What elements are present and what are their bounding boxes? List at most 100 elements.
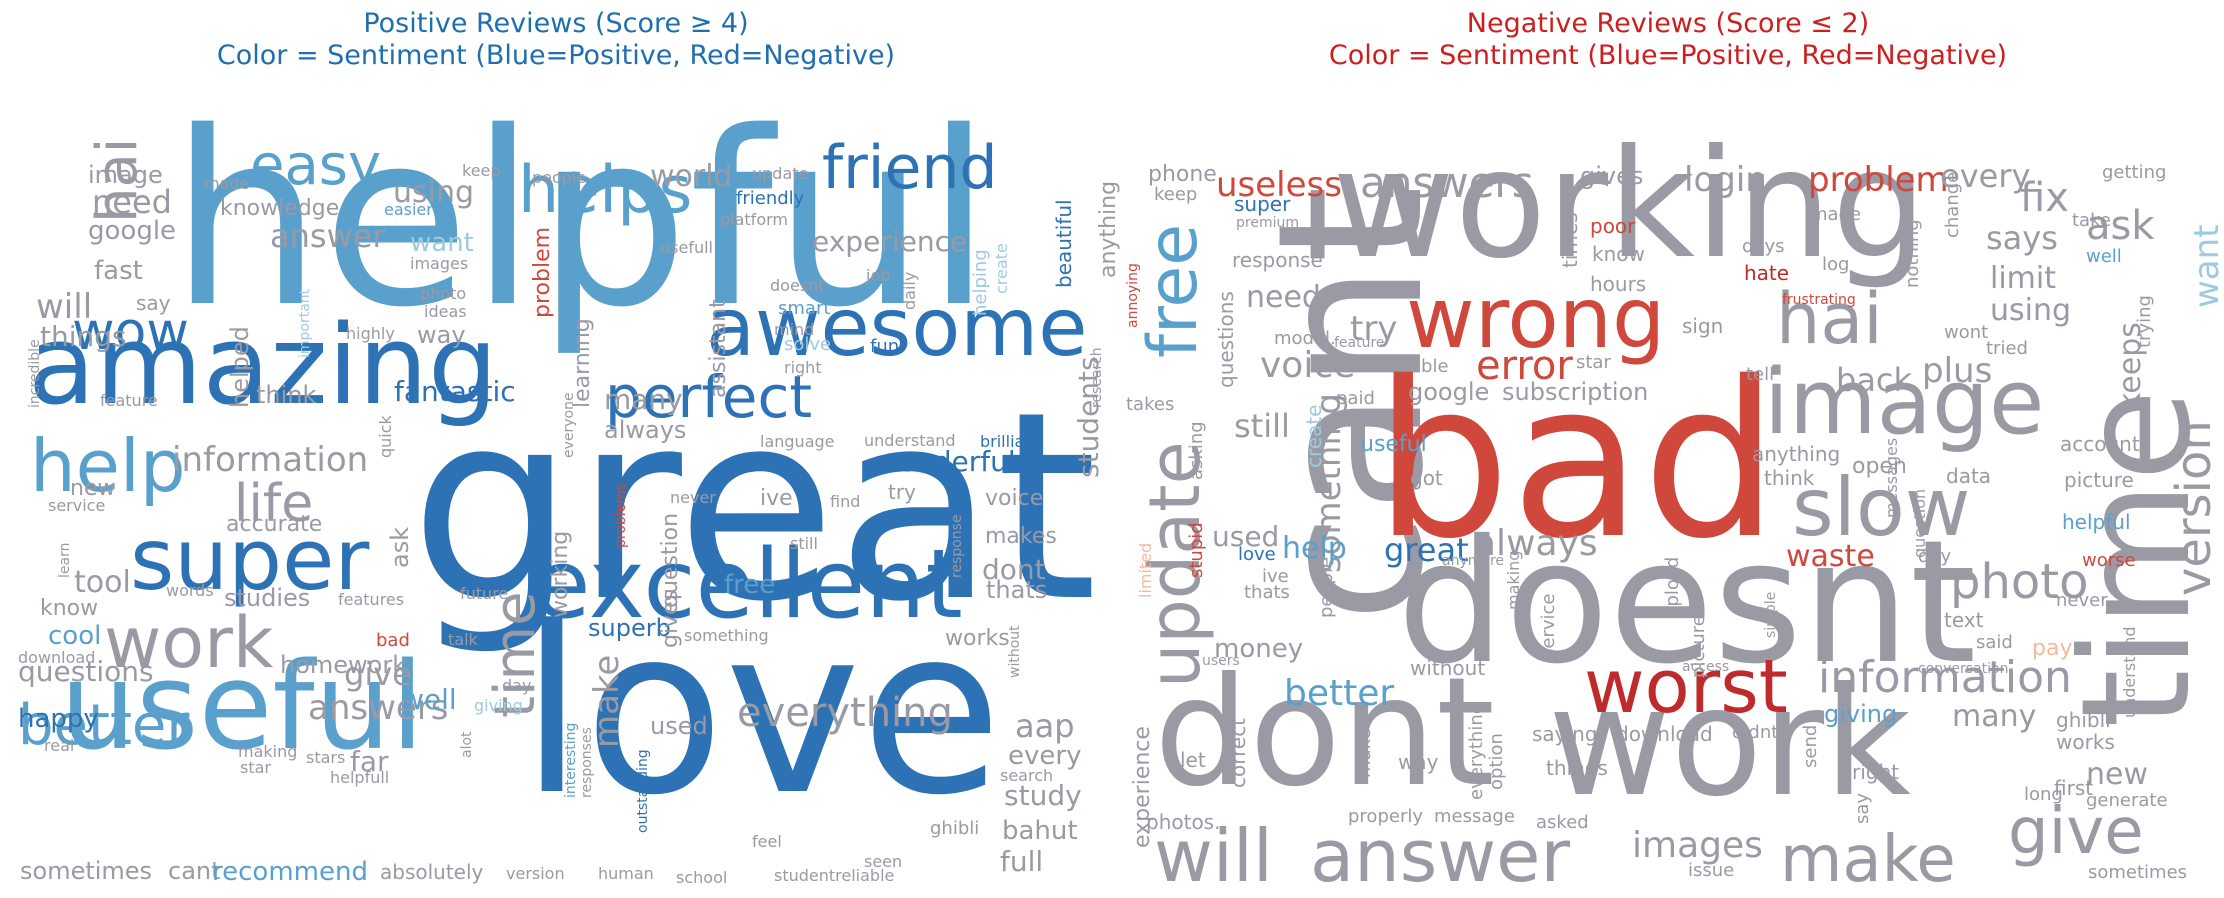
- word-issue: issue: [1688, 860, 1735, 881]
- word-need: need: [92, 183, 172, 221]
- word-made: made: [1810, 204, 1862, 225]
- word-aap: aap: [1338, 408, 1372, 429]
- word-understand: understand: [864, 431, 956, 450]
- word-worse: worse: [2082, 550, 2136, 571]
- word-easier: easier: [384, 200, 433, 219]
- word-real: real: [44, 736, 75, 755]
- word-slow: slow: [1792, 461, 1971, 554]
- word-download: download: [1616, 722, 1713, 746]
- word-sometimes: sometimes: [2088, 862, 2188, 883]
- word-dont: dont: [982, 553, 1046, 586]
- word-times: times: [1558, 212, 1582, 268]
- word-accurate: accurate: [226, 512, 323, 537]
- word-hai: hai: [1776, 278, 1883, 360]
- word-message: message: [1434, 806, 1515, 827]
- word-future: future: [460, 584, 509, 603]
- word-photo: photo: [1950, 554, 2089, 610]
- word-helpful: helpful: [2062, 510, 2131, 534]
- word-study: study: [1004, 779, 1082, 812]
- word-super: super: [1234, 192, 1291, 216]
- word-feel: feel: [752, 832, 782, 851]
- word-new: new: [70, 476, 116, 501]
- word-got: got: [1410, 466, 1443, 490]
- word-using: using: [1990, 293, 2072, 328]
- word-stars: stars: [306, 748, 346, 767]
- word-knowledge: knowledge: [220, 196, 340, 221]
- word-super: super: [130, 511, 370, 610]
- word-update: update: [752, 164, 809, 183]
- word-account: account: [2060, 432, 2140, 456]
- word-mind: mind: [774, 320, 815, 339]
- word-let: let: [1180, 748, 1206, 772]
- word-hate: hate: [1744, 261, 1790, 285]
- word-work: work: [1548, 656, 1911, 830]
- word-ask: ask: [386, 526, 414, 568]
- word-say: say: [1852, 792, 1873, 824]
- word-day: day: [502, 676, 532, 695]
- word-first: first: [2054, 776, 2094, 800]
- word-work: work: [104, 602, 274, 684]
- word-working: working: [548, 530, 573, 618]
- word-things: things: [1546, 756, 1608, 780]
- word-data: data: [1946, 464, 1992, 488]
- word-trying: trying: [2134, 295, 2155, 348]
- word-amazing: amazing: [28, 301, 498, 429]
- word-doesnt: doesnt: [770, 276, 825, 295]
- word-questions: questions: [1214, 291, 1238, 388]
- word-never: never: [670, 488, 716, 507]
- word-access: access: [1682, 659, 1730, 675]
- word-subscription: subscription: [1502, 378, 1649, 406]
- word-want: want: [410, 228, 474, 258]
- word-response: response: [949, 514, 965, 578]
- word-find: find: [830, 492, 861, 511]
- word-dont: dont: [1154, 646, 1495, 820]
- word-edit: edit: [1816, 577, 1835, 608]
- word-without: without: [1410, 656, 1486, 680]
- word-long: long: [2024, 784, 2063, 805]
- word-aap: aap: [1015, 707, 1075, 745]
- word-problem: problem: [530, 226, 555, 318]
- word-everyone: everyone: [561, 392, 577, 458]
- word-beautiful: beautiful: [1052, 199, 1076, 288]
- word-incredible: incredible: [27, 339, 43, 408]
- word-conversation: conversation: [1918, 661, 2009, 677]
- word-many: many: [604, 383, 683, 416]
- negative-panel-title: Negative Reviews (Score ≤ 2) Color = Sen…: [1112, 8, 2224, 72]
- word-login: login: [1684, 160, 1767, 200]
- word-bad: bad: [1374, 335, 1779, 586]
- word-getting: getting: [2102, 162, 2167, 183]
- word-learn: learn: [57, 542, 73, 578]
- word-money: money: [1214, 634, 1304, 664]
- word-days: days: [1742, 236, 1785, 257]
- word-brilliant: brilliant: [980, 432, 1041, 451]
- word-smart: smart: [778, 298, 831, 319]
- word-think: think: [256, 381, 317, 409]
- word-human: human: [598, 864, 654, 883]
- word-version: version: [506, 864, 565, 883]
- word-images: images: [1632, 825, 1763, 866]
- word-fantastic: fantastic: [394, 375, 516, 408]
- positive-title-line2: Color = Sentiment (Blue=Positive, Red=Ne…: [216, 40, 896, 71]
- word-know: know: [1592, 242, 1645, 266]
- word-school: school: [676, 868, 728, 887]
- word-think: think: [1764, 466, 1815, 490]
- word-life: life: [234, 474, 314, 534]
- word-bad: bad: [376, 630, 410, 651]
- word-using: using: [393, 175, 475, 210]
- word-hours: hours: [1590, 272, 1647, 296]
- word-waste: waste: [1786, 539, 1875, 574]
- word-service: service: [48, 496, 106, 515]
- word-helps: helps: [518, 153, 693, 228]
- word-excellent: excellent: [532, 530, 963, 640]
- word-far: far: [350, 745, 389, 778]
- word-fast: fast: [94, 256, 143, 286]
- word-every: every: [1940, 157, 2031, 195]
- word-simple: simple: [1763, 591, 1779, 638]
- word-voice: voice: [985, 486, 1044, 511]
- word-information: information: [172, 440, 369, 480]
- word-said: said: [1976, 632, 2013, 653]
- word-studies: studies: [224, 584, 311, 612]
- word-model-: model.: [1274, 328, 1336, 349]
- word-response: response: [1232, 248, 1323, 272]
- negative-title-line2: Color = Sentiment (Blue=Positive, Red=Ne…: [1328, 40, 2008, 71]
